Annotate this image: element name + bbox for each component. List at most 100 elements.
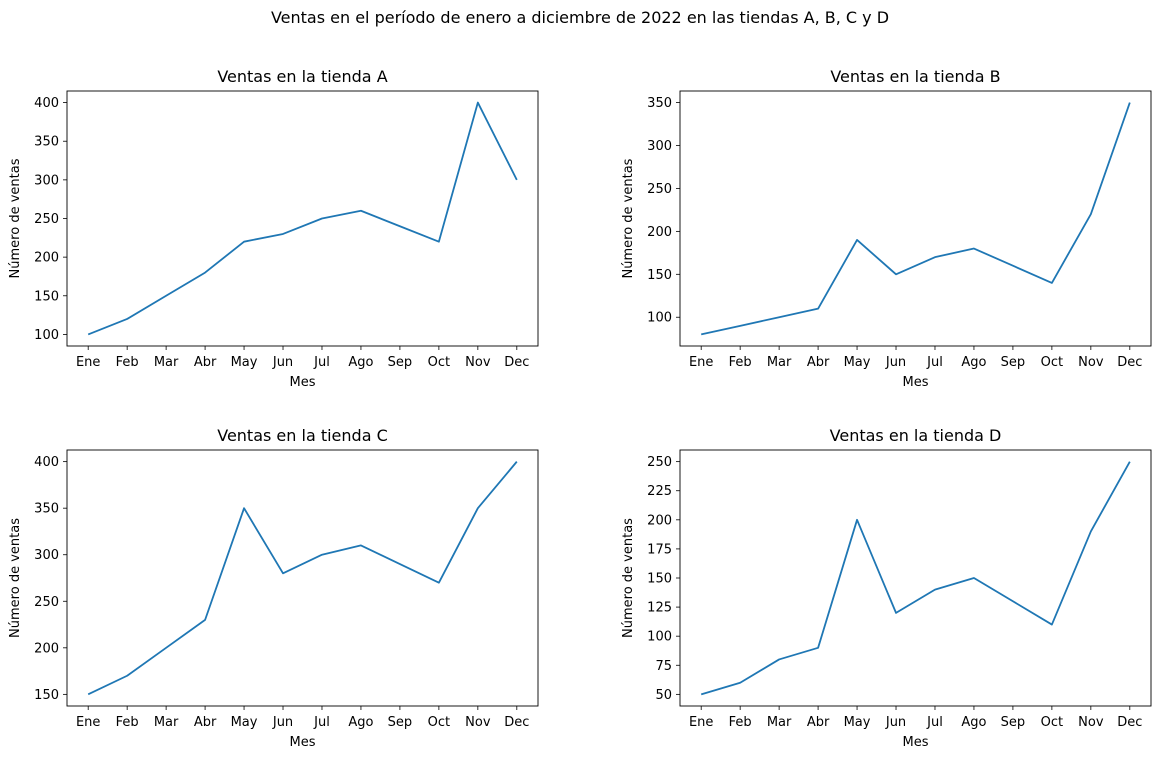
chart-panel-4: Ventas en la tienda D Ene Feb Mar Abr May Jun J… (621, 426, 1152, 750)
y-tick-label: 250 (34, 595, 59, 610)
x-tick-label: Oct (1041, 355, 1063, 370)
x-tick-label: Mar (767, 715, 792, 730)
x-tick-label: Mar (154, 715, 179, 730)
y-tick-label: 200 (647, 513, 672, 528)
x-tick-label: Jul (313, 355, 330, 370)
x-tick-label: Jun (885, 715, 906, 730)
y-tick-label: 200 (647, 225, 672, 240)
axes-frame (679, 449, 1152, 707)
x-tick-label: Ene (689, 355, 713, 370)
y-tick-label: 100 (34, 328, 59, 343)
x-tick-label: Nov (1078, 715, 1104, 730)
x-tick-label: Mar (154, 355, 179, 370)
series-line (87, 101, 518, 336)
y-tick-label: 250 (647, 182, 672, 197)
x-tick-label: Mar (767, 355, 792, 370)
y-tick-label: 125 (647, 601, 672, 616)
x-tick-label: Abr (194, 355, 217, 370)
x-tick-label: Ago (961, 355, 986, 370)
x-tick-label: Jun (885, 355, 906, 370)
x-tick-label: Dec (1117, 715, 1142, 730)
axes-frame (679, 90, 1152, 347)
x-tick-label: Dec (504, 715, 529, 730)
x-tick-label: Feb (729, 715, 752, 730)
y-tick-label: 75 (655, 659, 672, 674)
x-axis-label: Mes (290, 375, 316, 390)
y-tick-label: 200 (34, 251, 59, 266)
y-axis-label: Número de ventas (8, 158, 23, 278)
x-tick-label: May (231, 355, 258, 370)
y-tick-label: 300 (34, 173, 59, 188)
y-tick-label: 400 (34, 96, 59, 111)
y-tick-label: 200 (34, 641, 59, 656)
x-tick-label: Oct (428, 355, 450, 370)
x-tick-label: Jul (926, 355, 943, 370)
y-tick-label: 300 (647, 139, 672, 154)
series-line (87, 461, 518, 696)
x-tick-label: Ago (348, 715, 373, 730)
x-tick-label: May (844, 715, 871, 730)
x-tick-label: Sep (388, 715, 413, 730)
y-tick-label: 350 (34, 135, 59, 150)
y-tick-label: 150 (647, 268, 672, 283)
x-tick-label: Abr (807, 715, 830, 730)
y-tick-label: 100 (647, 311, 672, 326)
x-tick-label: Dec (1117, 355, 1142, 370)
y-tick-label: 300 (34, 548, 59, 563)
x-tick-label: Jul (926, 715, 943, 730)
y-tick-label: 100 (647, 630, 672, 645)
x-tick-label: Oct (1041, 715, 1063, 730)
chart-panel-3: Ventas en la tienda C Ene Feb Mar Abr May Jun J… (8, 426, 539, 750)
y-tick-label: 150 (34, 688, 59, 703)
y-tick-label: 225 (647, 484, 672, 499)
x-tick-label: May (844, 355, 871, 370)
x-tick-label: Jun (272, 355, 293, 370)
axes-frame (66, 90, 539, 347)
x-tick-label: Feb (729, 355, 752, 370)
series-line (700, 461, 1131, 696)
x-tick-label: Feb (116, 355, 139, 370)
chart-title: Ventas en la tienda C (217, 426, 388, 445)
x-tick-label: Ago (961, 715, 986, 730)
x-tick-label: Jul (313, 715, 330, 730)
x-tick-label: May (231, 715, 258, 730)
y-tick-label: 250 (647, 455, 672, 470)
x-tick-label: Nov (465, 715, 491, 730)
figure-suptitle: Ventas en el período de enero a diciembr… (270, 8, 890, 27)
series-line (701, 102, 1131, 336)
x-tick-label: Abr (807, 355, 830, 370)
y-tick-label: 175 (647, 542, 672, 557)
x-axis-label: Mes (290, 735, 316, 750)
x-tick-label: Sep (1001, 355, 1026, 370)
chart-panel-2: Ventas en la tienda B Ene Feb Mar Abr May Jun J… (621, 67, 1152, 390)
chart-title: Ventas en la tienda B (830, 67, 1000, 86)
y-tick-label: 400 (34, 455, 59, 470)
x-axis-label: Mes (903, 735, 929, 750)
x-tick-label: Oct (428, 715, 450, 730)
y-tick-label: 250 (34, 212, 59, 227)
y-tick-label: 150 (647, 572, 672, 587)
y-axis-label: Número de ventas (621, 518, 636, 638)
x-tick-label: Ago (348, 355, 373, 370)
y-axis-label: Número de ventas (621, 158, 636, 278)
chart-title: Ventas en la tienda D (830, 426, 1002, 445)
x-tick-label: Sep (1001, 715, 1026, 730)
y-tick-label: 350 (34, 502, 59, 517)
x-tick-label: Abr (194, 715, 217, 730)
y-axis-label: Número de ventas (8, 518, 23, 638)
x-tick-label: Ene (76, 715, 100, 730)
x-tick-label: Sep (388, 355, 413, 370)
axes-frame (66, 449, 539, 707)
x-tick-label: Jun (272, 715, 293, 730)
x-tick-label: Dec (504, 355, 529, 370)
x-tick-label: Nov (465, 355, 491, 370)
y-tick-label: 350 (647, 96, 672, 111)
chart-panel-1: Ventas en la tienda A Ene Feb Mar Abr May Jun J… (8, 67, 539, 390)
x-tick-label: Ene (689, 715, 713, 730)
x-tick-label: Nov (1078, 355, 1104, 370)
chart-title: Ventas en la tienda A (217, 67, 387, 86)
x-tick-label: Ene (76, 355, 100, 370)
y-tick-label: 50 (655, 688, 672, 703)
y-tick-label: 150 (34, 289, 59, 304)
